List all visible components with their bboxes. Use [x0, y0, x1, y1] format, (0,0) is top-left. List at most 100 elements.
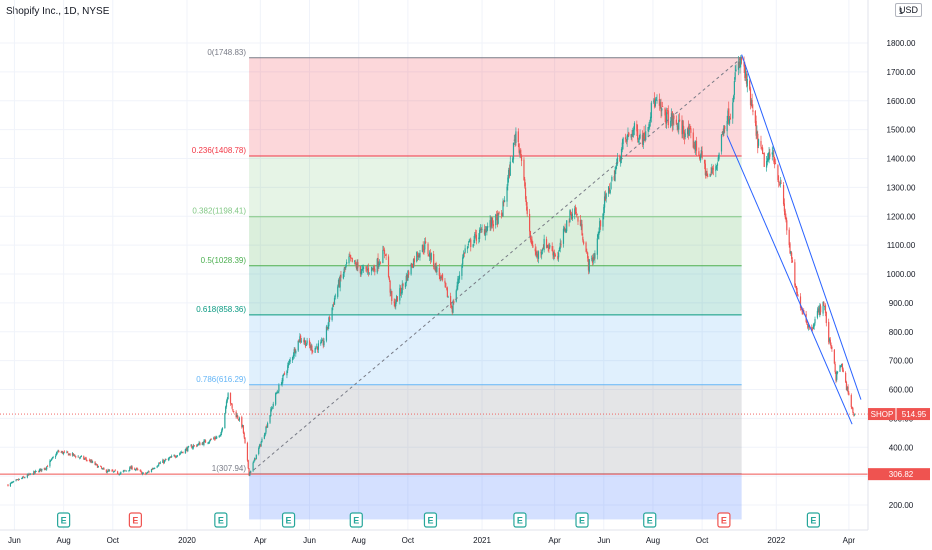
- channel-upper-line[interactable]: [741, 54, 862, 400]
- candle-body: [270, 409, 272, 417]
- candle-body: [754, 111, 756, 123]
- earnings-label: E: [218, 516, 224, 526]
- time-axis[interactable]: Jun Aug Oct 2020 Apr Jun Aug Oct 2021 Apr Jun Aug Oc…: [0, 529, 868, 545]
- candle-body: [624, 137, 627, 140]
- candle-body: [354, 260, 356, 262]
- candle-body: [772, 153, 774, 155]
- candle-body: [105, 469, 107, 473]
- price-axis[interactable]: 200.00300.00400.00500.00600.00700.00800.…: [867, 0, 916, 530]
- candle-body: [412, 266, 414, 268]
- time-tick-label: 2022: [767, 536, 785, 545]
- price-tick-label: 1500.00: [887, 126, 916, 135]
- candle-body: [737, 61, 740, 70]
- candle-body: [283, 373, 285, 375]
- candle-body: [317, 343, 319, 350]
- candle-body: [38, 469, 41, 473]
- time-tick-label: Aug: [646, 536, 660, 545]
- candle-body: [630, 134, 632, 138]
- candle-body: [500, 213, 502, 215]
- candle-body: [289, 359, 291, 362]
- currency-button[interactable]: USD: [894, 3, 922, 17]
- earnings-marker[interactable]: E: [806, 512, 820, 528]
- candle-body: [39, 468, 41, 470]
- candle-body: [727, 110, 729, 121]
- earnings-marker[interactable]: E: [128, 512, 142, 528]
- channel-lower-line[interactable]: [726, 135, 853, 425]
- earnings-badge: [214, 512, 228, 528]
- fibonacci-retracement[interactable]: 0(1748.83) 0.236(1408.78) 0.382(1198.41) 0.…: [192, 48, 742, 520]
- candle-body: [202, 442, 204, 445]
- horizontal-lines[interactable]: [0, 413, 868, 475]
- candle-body: [181, 452, 183, 453]
- candle-body: [786, 220, 788, 231]
- candle-body: [715, 166, 717, 172]
- candle-body: [645, 131, 647, 141]
- candle-body: [425, 241, 427, 244]
- candle-body: [185, 448, 187, 450]
- candle-body: [134, 469, 136, 471]
- earnings-marker[interactable]: E: [643, 512, 657, 528]
- candle-body: [484, 229, 486, 236]
- candle-body: [186, 448, 188, 451]
- candle-body: [225, 406, 227, 414]
- candle-body: [130, 466, 132, 469]
- candle-body: [349, 255, 351, 257]
- candle-body: [456, 285, 458, 289]
- candle-body: [158, 463, 160, 466]
- candle-body: [362, 267, 364, 269]
- candle-body: [15, 479, 17, 481]
- candle-body: [229, 392, 232, 404]
- candle-body: [637, 140, 640, 142]
- candle-body: [789, 243, 791, 254]
- candle-body: [706, 171, 708, 177]
- candle-body: [532, 244, 534, 248]
- price-tick-label: 1100.00: [887, 241, 916, 250]
- earnings-marker[interactable]: E: [349, 512, 363, 528]
- candle-body: [162, 460, 164, 463]
- candle-body: [308, 340, 311, 346]
- earnings-marker[interactable]: E: [513, 512, 527, 528]
- candle-body: [173, 455, 175, 457]
- candle-body: [785, 216, 787, 221]
- candle-body: [509, 161, 511, 176]
- candle-body: [541, 251, 543, 255]
- candle-body: [845, 381, 848, 391]
- candle-body: [529, 213, 531, 232]
- earnings-marker[interactable]: E: [575, 512, 589, 528]
- earnings-marker[interactable]: E: [281, 512, 296, 528]
- candle-body: [299, 336, 301, 343]
- candle-body: [587, 252, 589, 259]
- candle-body: [171, 456, 173, 458]
- candle-body: [219, 434, 221, 436]
- candle-body: [176, 455, 178, 457]
- candle-body: [716, 165, 718, 169]
- time-tick-label: Apr: [843, 536, 856, 545]
- candle-body: [113, 470, 116, 472]
- candle-body: [743, 61, 745, 67]
- candle-body: [537, 251, 540, 259]
- time-tick-label: Jun: [8, 536, 21, 545]
- candle-body: [388, 277, 390, 281]
- candle-body: [316, 346, 319, 350]
- drawing-tools[interactable]: [248, 54, 862, 475]
- earnings-marker[interactable]: E: [57, 512, 71, 528]
- earnings-marker[interactable]: E: [214, 512, 228, 528]
- candle-body: [429, 252, 431, 257]
- candle-body: [545, 239, 548, 248]
- candle-body: [796, 291, 798, 296]
- candle-body: [83, 456, 85, 460]
- candle-body: [745, 71, 747, 76]
- candle-body: [777, 165, 779, 181]
- candle-body: [40, 468, 42, 471]
- earnings-label: E: [61, 516, 67, 526]
- earnings-marker[interactable]: E: [423, 512, 438, 528]
- candle-body: [570, 214, 573, 219]
- candle-body: [698, 151, 700, 156]
- candle-body: [266, 423, 269, 428]
- candle-body: [275, 393, 277, 405]
- earnings-marker[interactable]: E: [717, 512, 731, 528]
- candle-body: [548, 247, 550, 249]
- candle-body: [50, 458, 53, 461]
